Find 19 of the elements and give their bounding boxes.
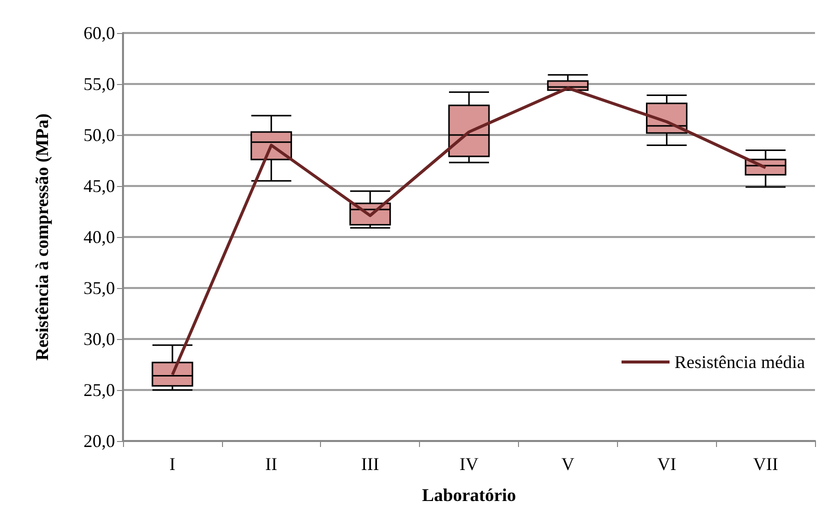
x-tick-label: VII <box>753 454 778 474</box>
y-tick-label: 55,0 <box>84 74 115 94</box>
y-tick-label: 60,0 <box>84 23 115 43</box>
x-tick-label: V <box>561 454 574 474</box>
x-tick-label: I <box>169 454 176 474</box>
y-tick-label: 45,0 <box>84 176 115 196</box>
y-tick-label: 20,0 <box>84 431 115 451</box>
x-tick-label: II <box>265 454 278 474</box>
y-tick-label: 35,0 <box>84 278 115 298</box>
y-tick-label: 40,0 <box>84 227 115 247</box>
y-tick-label: 25,0 <box>84 380 115 400</box>
legend-label: Resistência média <box>674 352 806 372</box>
x-tick-label: IV <box>460 454 478 474</box>
x-axis-title: Laboratório <box>422 485 516 505</box>
x-tick-label: III <box>361 454 380 474</box>
x-tick-label: VI <box>657 454 676 474</box>
y-tick-label: 50,0 <box>84 125 115 145</box>
y-axis-title: Resistência à compressão (MPa) <box>32 113 52 361</box>
y-tick-label: 30,0 <box>84 329 115 349</box>
